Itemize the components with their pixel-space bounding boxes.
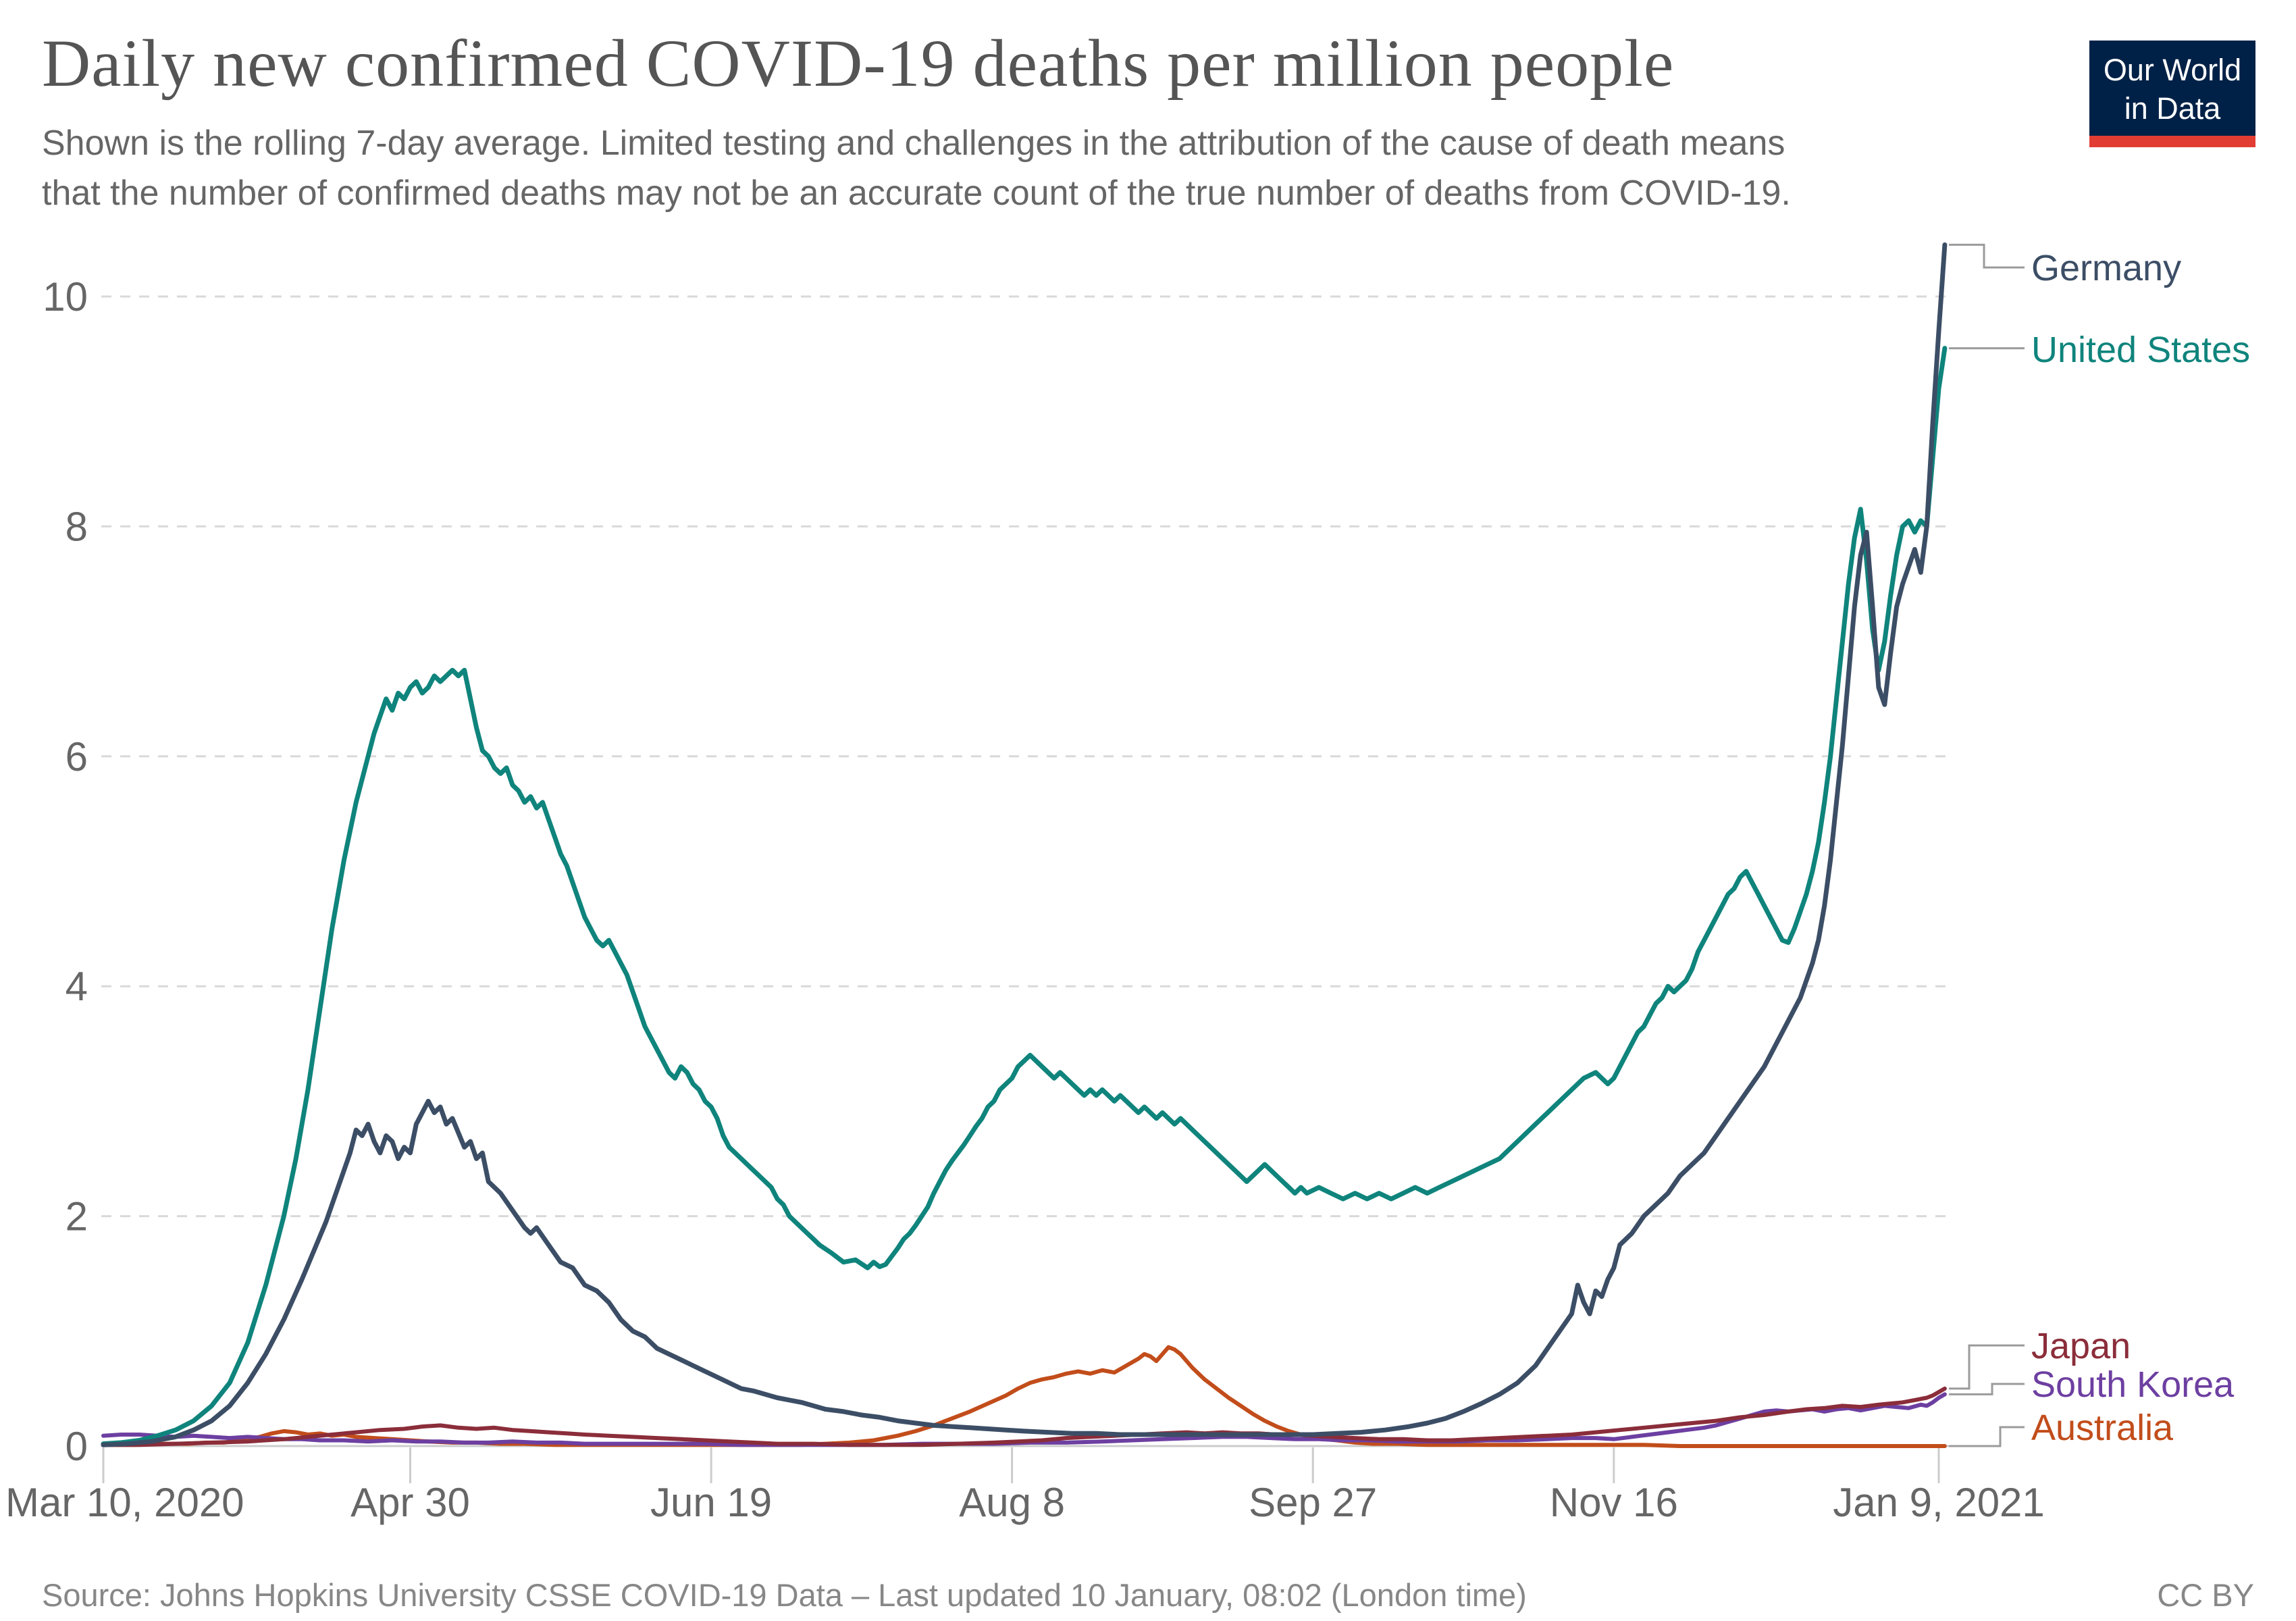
legend-connector-south-korea [1949,1383,2025,1395]
legend-label-australia[interactable]: Australia [2031,1408,2174,1448]
owid-logo[interactable]: Our World in Data [2089,41,2255,148]
x-tick-label-jun-19: Jun 19 [650,1480,772,1525]
x-tick-label-jan-9,-2021: Jan 9, 2021 [1833,1480,2045,1525]
page-title: Daily new confirmed COVID-19 deaths per … [42,26,1675,101]
owid-logo-line-1: Our World [2103,53,2242,87]
y-tick-label-6: 6 [66,734,88,779]
owid-logo-red-bar [2089,136,2255,148]
y-tick-label-0: 0 [66,1424,88,1469]
y-tick-label-2: 2 [66,1194,88,1239]
x-tick-label-mar-10,-2020: Mar 10, 2020 [5,1480,244,1525]
y-tick-label-10: 10 [43,274,88,319]
x-tick-label-sep-27: Sep 27 [1249,1480,1377,1525]
series-line-united-states[interactable] [101,346,1948,1447]
legend-connector-australia [1949,1426,2025,1447]
y-tick-label-4: 4 [66,964,88,1009]
legend-label-south-korea[interactable]: South Korea [2031,1364,2235,1405]
legend-connector-japan [1949,1344,2025,1390]
chart-subtitle: Shown is the rolling 7-day average. Limi… [42,119,2054,219]
subtitle-line-1: Shown is the rolling 7-day average. Limi… [42,124,1785,163]
legend-connector-germany [1949,243,2025,269]
license-link[interactable]: CC BY [2157,1577,2254,1613]
legend-label-japan[interactable]: Japan [2031,1326,2131,1366]
y-tick-label-8: 8 [66,504,88,549]
x-tick-label-aug-8: Aug 8 [959,1480,1065,1525]
legend-label-united-states[interactable]: United States [2031,330,2250,370]
legend-label-germany[interactable]: Germany [2031,248,2181,288]
x-tick-label-apr-30: Apr 30 [350,1480,470,1525]
subtitle-line-2: that the number of confirmed deaths may … [42,173,1791,213]
series-line-australia[interactable] [101,1345,1947,1448]
owid-logo-line-2: in Data [2124,91,2221,126]
series-line-germany[interactable] [101,242,1948,1447]
x-tick-label-nov-16: Nov 16 [1550,1480,1678,1525]
owid-logo-text: Our World in Data [2089,41,2255,136]
source-note: Source: Johns Hopkins University CSSE CO… [42,1577,1527,1613]
chart-footer: Source: Johns Hopkins University CSSE CO… [42,1576,2254,1614]
chart-header: Daily new confirmed COVID-19 deaths per … [42,26,2255,219]
